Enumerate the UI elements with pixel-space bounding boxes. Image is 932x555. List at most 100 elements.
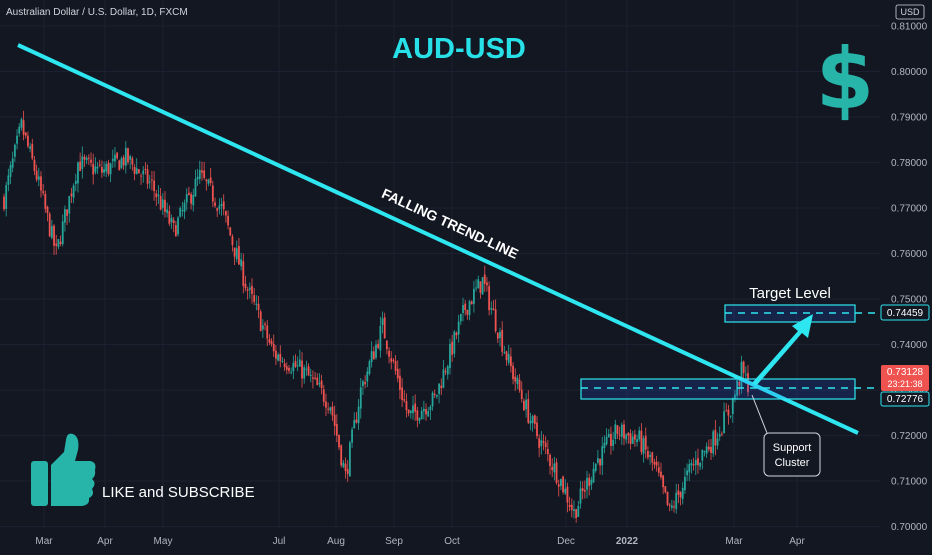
candle bbox=[281, 357, 284, 364]
candle bbox=[647, 445, 649, 460]
candle bbox=[592, 462, 595, 484]
candle bbox=[24, 132, 27, 139]
candle bbox=[231, 234, 234, 252]
candle bbox=[196, 168, 199, 186]
currency-badge-label: USD bbox=[900, 7, 920, 17]
candle bbox=[542, 434, 545, 451]
candle bbox=[96, 161, 99, 174]
candle bbox=[718, 426, 721, 441]
falling-trendline[interactable] bbox=[17, 43, 859, 435]
candle bbox=[381, 311, 384, 334]
candle bbox=[70, 187, 73, 203]
candle bbox=[275, 344, 277, 366]
candle bbox=[3, 193, 5, 212]
candle bbox=[379, 316, 382, 358]
candle bbox=[312, 370, 314, 389]
candle bbox=[103, 161, 105, 177]
candle bbox=[459, 313, 462, 325]
candle bbox=[87, 154, 90, 165]
candle bbox=[27, 131, 29, 149]
bar-countdown: 23:21:38 bbox=[887, 379, 922, 389]
y-tick-label: 0.70000 bbox=[891, 522, 928, 533]
candle bbox=[292, 355, 295, 380]
candle bbox=[9, 161, 12, 184]
candle bbox=[436, 394, 438, 399]
candle bbox=[442, 360, 445, 389]
candle bbox=[161, 193, 164, 215]
candle bbox=[194, 169, 197, 197]
candle bbox=[416, 406, 419, 428]
candle bbox=[327, 402, 330, 414]
target-level-label: Target Level bbox=[749, 285, 831, 302]
candle bbox=[638, 426, 641, 442]
candle bbox=[668, 503, 671, 512]
candle bbox=[588, 473, 591, 496]
candle bbox=[188, 186, 190, 196]
candle bbox=[586, 470, 588, 499]
candle bbox=[283, 358, 286, 371]
time-axis[interactable]: Mar Apr May Jul Aug Sep Oct Dec 2022 Mar Apr bbox=[35, 536, 805, 547]
candle bbox=[429, 404, 432, 420]
candle bbox=[625, 433, 628, 444]
candle bbox=[414, 394, 417, 421]
candle bbox=[242, 253, 245, 294]
candle bbox=[568, 496, 571, 512]
x-tick-label: Dec bbox=[557, 536, 575, 547]
candle bbox=[279, 345, 282, 368]
candle bbox=[148, 174, 151, 189]
candle bbox=[168, 205, 171, 227]
candle bbox=[253, 288, 256, 306]
candle bbox=[53, 224, 55, 256]
candle bbox=[270, 338, 273, 347]
candle bbox=[620, 422, 623, 445]
candle bbox=[227, 210, 229, 230]
support-callout-line2: Cluster bbox=[775, 457, 810, 469]
x-tick-label: Sep bbox=[385, 536, 403, 547]
y-tick-label: 0.72000 bbox=[891, 431, 928, 442]
x-tick-label: Oct bbox=[444, 536, 460, 547]
candle bbox=[527, 390, 530, 425]
candle bbox=[285, 362, 288, 375]
candle bbox=[120, 156, 123, 170]
candle bbox=[455, 331, 458, 340]
candle bbox=[431, 391, 434, 411]
candle bbox=[370, 341, 373, 368]
candle bbox=[229, 226, 232, 237]
candle bbox=[577, 500, 580, 518]
candle bbox=[203, 161, 206, 180]
y-tick-label: 0.71000 bbox=[891, 477, 928, 488]
candle bbox=[594, 463, 597, 473]
x-tick-label: 2022 bbox=[616, 536, 639, 547]
candle bbox=[433, 389, 436, 399]
candle bbox=[170, 214, 173, 229]
candle bbox=[368, 359, 371, 376]
candle bbox=[579, 480, 582, 509]
candle bbox=[590, 476, 593, 491]
thumbs-up-icon[interactable] bbox=[31, 433, 96, 506]
candle bbox=[490, 301, 493, 315]
candle bbox=[155, 189, 158, 207]
currency-badge[interactable] bbox=[895, 4, 925, 20]
candle bbox=[540, 431, 543, 455]
candle bbox=[37, 167, 40, 187]
candle bbox=[562, 475, 564, 495]
candle bbox=[614, 419, 617, 444]
candle bbox=[346, 460, 349, 482]
candle bbox=[55, 234, 58, 255]
candle bbox=[731, 397, 734, 423]
candle bbox=[427, 407, 430, 417]
candle bbox=[240, 252, 243, 271]
candle bbox=[294, 354, 297, 368]
candle bbox=[305, 360, 308, 376]
candle bbox=[85, 155, 88, 165]
support-cluster-box[interactable] bbox=[580, 378, 856, 400]
candle bbox=[214, 197, 216, 209]
candle bbox=[109, 162, 112, 183]
candle bbox=[127, 147, 129, 165]
candle bbox=[205, 178, 208, 191]
candle bbox=[122, 154, 125, 170]
candle bbox=[216, 207, 219, 218]
x-tick-label: Mar bbox=[35, 536, 53, 547]
